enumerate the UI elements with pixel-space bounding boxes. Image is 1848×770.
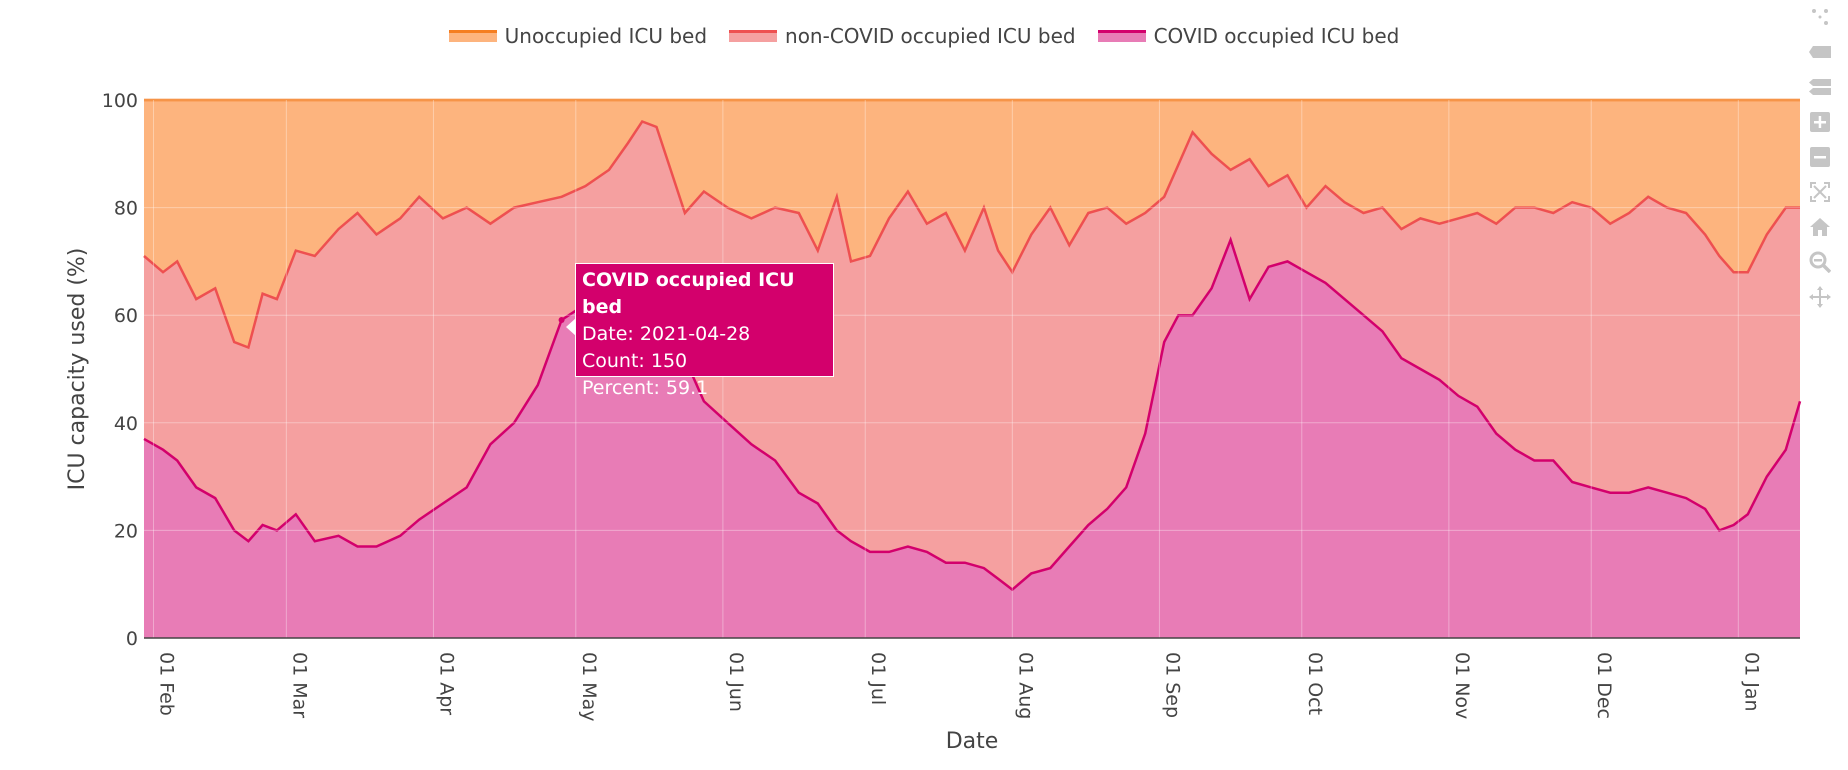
x-tick-label: 01 Aug <box>1014 652 1036 719</box>
hover-point-marker <box>558 317 565 324</box>
legend: Unoccupied ICU bed non-COVID occupied IC… <box>0 24 1848 48</box>
x-tick-label: 01 Jul <box>867 652 889 705</box>
x-tick-label: 01 Mar <box>288 652 310 718</box>
y-tick-label: 60 <box>114 305 138 327</box>
tooltip-date: Date: 2021-04-28 <box>582 323 751 345</box>
series-line-non-covid <box>143 119 1800 350</box>
legend-swatch-non-covid <box>729 30 778 42</box>
area-series[interactable] <box>143 98 1802 638</box>
series-area-covid[interactable] <box>144 239 1800 638</box>
y-tick-label: 0 <box>126 628 138 650</box>
legend-label-non-covid: non-COVID occupied ICU bed <box>785 24 1076 48</box>
tooltip-title: COVID occupied ICU bed <box>582 269 795 318</box>
x-tick-label: 01 Nov <box>1451 652 1473 719</box>
lasso-icon[interactable] <box>1807 39 1833 65</box>
x-tick-label: 01 Apr <box>435 652 457 715</box>
y-axis-title: ICU capacity used (%) <box>65 248 90 491</box>
zoom-icon[interactable] <box>1807 249 1833 275</box>
tooltip-pointer <box>566 318 576 336</box>
x-tick-label: 01 Jan <box>1740 652 1762 712</box>
hover-tooltip: COVID occupied ICU bed Date: 2021-04-28 … <box>575 263 834 399</box>
legend-label-covid: COVID occupied ICU bed <box>1153 24 1400 48</box>
y-tick-label: 20 <box>114 520 138 542</box>
legend-item-covid[interactable]: COVID occupied ICU bed <box>1097 24 1400 48</box>
zoom-out-icon[interactable] <box>1807 144 1833 170</box>
tooltip-percent: Percent: 59.1 <box>582 377 709 399</box>
x-tick-label: 01 Jun <box>725 652 747 712</box>
home-icon[interactable] <box>1807 214 1833 240</box>
series-line-covid <box>143 236 1802 592</box>
axes: 0 20 40 60 80 100 01 Feb 01 Mar 01 Apr 01 May 01 J… <box>65 90 1800 754</box>
x-tick-label: 01 May <box>578 652 600 722</box>
camera-icon[interactable] <box>1807 4 1833 30</box>
y-tick-label: 80 <box>114 198 138 220</box>
legend-label-unoccupied: Unoccupied ICU bed <box>504 24 708 48</box>
x-tick-label: 01 Sep <box>1161 652 1183 718</box>
x-tick-label: 01 Oct <box>1304 652 1326 715</box>
hover-point <box>558 317 565 324</box>
legend-item-non-covid[interactable]: non-COVID occupied ICU bed <box>729 24 1076 48</box>
autoscale-icon[interactable] <box>1807 179 1833 205</box>
modebar <box>1806 4 1834 319</box>
x-tick-label: 01 Dec <box>1593 652 1615 719</box>
pan-select-icon[interactable] <box>1807 74 1833 100</box>
zoom-in-icon[interactable] <box>1807 109 1833 135</box>
legend-swatch-covid <box>1097 30 1146 42</box>
y-tick-label: 40 <box>114 413 138 435</box>
x-tick-label: 01 Feb <box>155 652 177 716</box>
x-axis-title: Date <box>946 729 999 754</box>
pan-icon[interactable] <box>1807 284 1833 310</box>
gridlines <box>144 99 1800 638</box>
tooltip-count: Count: 150 <box>582 350 688 372</box>
legend-item-unoccupied[interactable]: Unoccupied ICU bed <box>448 24 708 48</box>
legend-swatch-unoccupied <box>448 30 497 42</box>
y-tick-label: 100 <box>102 90 138 112</box>
